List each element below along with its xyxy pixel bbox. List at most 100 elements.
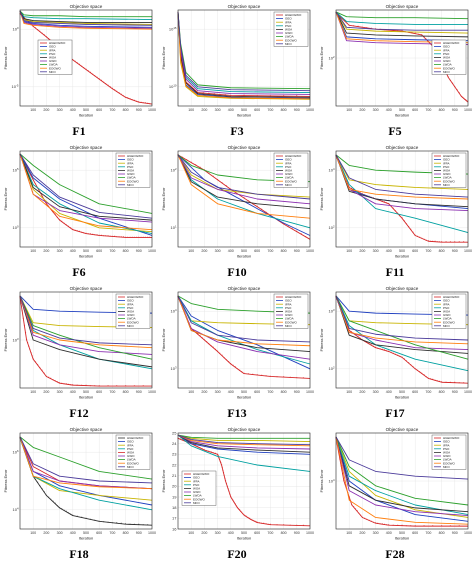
x-tick-label: 200 bbox=[201, 390, 207, 394]
plot-frame bbox=[19, 9, 153, 107]
series-marker: * bbox=[303, 523, 305, 528]
series-marker: * bbox=[381, 347, 383, 352]
series-marker: * bbox=[270, 93, 272, 98]
series-marker: * bbox=[142, 100, 144, 105]
series-marker: * bbox=[377, 346, 379, 351]
plot-frame bbox=[177, 291, 311, 389]
series-marker: * bbox=[74, 228, 76, 233]
y-tick-label: 24 bbox=[172, 441, 177, 446]
series-line-geo bbox=[177, 295, 311, 370]
series-marker: * bbox=[59, 218, 61, 223]
x-tick-label: 700 bbox=[267, 108, 273, 112]
chart-svg: 100 200 300 400 500 600 700 800 900 1000 1015 1010 *… bbox=[161, 4, 314, 118]
legend-entry: WOA bbox=[127, 169, 134, 173]
legend-entry: MFO bbox=[127, 324, 134, 328]
series-marker: * bbox=[136, 235, 138, 240]
series-marker: * bbox=[441, 524, 443, 529]
y-axis-label: Fitness Error bbox=[319, 46, 324, 70]
legend-entry: GEO bbox=[285, 158, 292, 162]
x-tick-label: 900 bbox=[294, 108, 300, 112]
series-marker: * bbox=[214, 92, 216, 97]
series-marker: * bbox=[430, 377, 432, 382]
series-marker: * bbox=[70, 512, 72, 517]
series-marker: * bbox=[87, 231, 89, 236]
x-tick-label: 400 bbox=[386, 249, 392, 253]
panel-label: F10 bbox=[227, 265, 247, 279]
series-marker: * bbox=[384, 200, 386, 205]
series-marker: * bbox=[123, 93, 125, 98]
series-marker: * bbox=[432, 377, 434, 382]
series-marker: * bbox=[436, 239, 438, 244]
series-marker: * bbox=[29, 347, 31, 352]
x-tick-label: 900 bbox=[452, 249, 458, 253]
series-marker: * bbox=[149, 101, 151, 106]
x-tick-label: 1000 bbox=[148, 249, 156, 253]
series-marker: * bbox=[70, 382, 72, 387]
x-tick-label: 500 bbox=[83, 531, 89, 535]
x-axis-label: Iteration bbox=[395, 113, 409, 118]
series-marker: * bbox=[346, 180, 348, 185]
y-axis-label: Fitness Error bbox=[319, 187, 324, 211]
panel-f11: 100 200 300 400 500 600 700 800 900 1000 104 102 * * *… bbox=[316, 141, 474, 282]
series-marker: * bbox=[230, 495, 232, 500]
series-marker: * bbox=[120, 235, 122, 240]
series-marker: * bbox=[348, 328, 350, 333]
x-tick-label: 300 bbox=[57, 390, 63, 394]
x-tick-label: 600 bbox=[96, 108, 102, 112]
series-marker: * bbox=[270, 213, 272, 218]
legend-entry: GEO bbox=[443, 45, 450, 49]
legend-entry: MFO bbox=[285, 42, 292, 46]
legend-entry: GEO bbox=[193, 476, 200, 480]
series-marker: * bbox=[94, 73, 96, 78]
legend-entry: GEO bbox=[127, 158, 134, 162]
x-tick-label: 500 bbox=[399, 249, 405, 253]
series-line-woa bbox=[19, 10, 152, 23]
x-tick-label: 800 bbox=[439, 249, 445, 253]
series-marker: * bbox=[283, 94, 285, 99]
series-marker: * bbox=[276, 522, 278, 527]
series-marker: * bbox=[226, 484, 228, 489]
series-marker: * bbox=[39, 365, 41, 370]
series-marker: * bbox=[384, 522, 386, 527]
x-tick-label: 300 bbox=[373, 390, 379, 394]
legend-entry: WOA bbox=[285, 169, 292, 173]
series-line-eogwo bbox=[335, 436, 469, 525]
series-marker: * bbox=[59, 381, 61, 386]
series-marker: * bbox=[445, 240, 447, 245]
series-marker: * bbox=[256, 204, 258, 209]
series-marker: * bbox=[239, 508, 241, 513]
series-marker: * bbox=[37, 27, 39, 32]
legend-entry: HGEOGWO bbox=[127, 295, 144, 299]
panel-f28: 100 200 300 400 500 600 700 800 900 1000 104 * * * * * *… bbox=[316, 423, 474, 564]
series-marker: * bbox=[346, 322, 348, 327]
series-marker: * bbox=[85, 67, 87, 72]
series-marker: * bbox=[231, 496, 233, 501]
x-tick-label: 700 bbox=[109, 531, 115, 535]
series-marker: * bbox=[340, 464, 342, 469]
series-marker: * bbox=[388, 523, 390, 528]
series-line-hgeogwo bbox=[177, 437, 311, 527]
series-marker: * bbox=[26, 338, 28, 343]
series-marker: * bbox=[242, 511, 244, 516]
series-marker: * bbox=[296, 523, 298, 528]
chart-svg: 100 200 300 400 500 600 700 800 900 1000105100***… bbox=[3, 145, 156, 259]
series-marker: * bbox=[195, 163, 197, 168]
series-marker: * bbox=[303, 376, 305, 381]
legend-entry: EOGWO bbox=[285, 320, 297, 324]
series-marker: * bbox=[101, 233, 103, 238]
series-marker: * bbox=[353, 187, 355, 192]
series-marker: * bbox=[403, 357, 405, 362]
series-marker: * bbox=[265, 210, 267, 215]
series-marker: * bbox=[103, 519, 105, 524]
series-marker: * bbox=[225, 479, 227, 484]
x-tick-label: 200 bbox=[43, 531, 49, 535]
x-tick-label: 200 bbox=[359, 531, 365, 535]
legend-box bbox=[273, 152, 309, 188]
legend-entry: HGEOGWO bbox=[285, 13, 302, 17]
series-marker: * bbox=[344, 483, 346, 488]
legend-entry: EOGWO bbox=[285, 179, 297, 183]
series-line-hgeogwo bbox=[19, 13, 153, 105]
series-marker: * bbox=[464, 97, 466, 102]
series-marker: * bbox=[237, 505, 239, 510]
